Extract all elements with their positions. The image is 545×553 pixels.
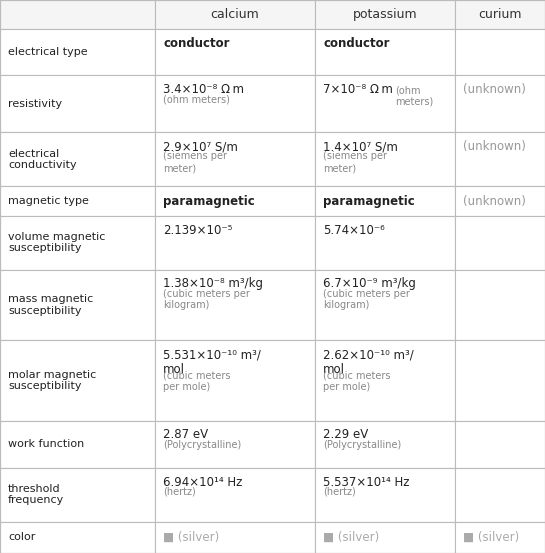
Bar (0, 468, 155, 521)
Bar (0, 216, 155, 270)
Text: 1.4×10⁷ S/m: 1.4×10⁷ S/m (323, 140, 398, 153)
Text: 6.7×10⁻⁹ m³/kg: 6.7×10⁻⁹ m³/kg (323, 278, 416, 290)
Text: 7×10⁻⁸ Ω m: 7×10⁻⁸ Ω m (323, 84, 393, 96)
Text: 5.537×10¹⁴ Hz: 5.537×10¹⁴ Hz (323, 476, 409, 488)
Bar (315, 521, 455, 553)
Text: (unknown): (unknown) (463, 140, 526, 153)
Text: 1.38×10⁻⁸ m³/kg: 1.38×10⁻⁸ m³/kg (163, 278, 263, 290)
Text: curium: curium (479, 8, 522, 21)
Text: electrical
conductivity: electrical conductivity (8, 149, 77, 170)
Bar (155, 132, 315, 186)
Text: (hertz): (hertz) (163, 487, 196, 497)
Text: (Polycrystalline): (Polycrystalline) (163, 440, 241, 450)
Text: (cubic meters
per mole): (cubic meters per mole) (163, 371, 231, 392)
Bar (315, 76, 455, 132)
Text: potassium: potassium (353, 8, 417, 21)
Text: (unknown): (unknown) (463, 195, 526, 207)
Bar (315, 421, 455, 468)
Text: mass magnetic
susceptibility: mass magnetic susceptibility (8, 294, 93, 316)
Bar (455, 270, 545, 340)
Text: 2.87 eV: 2.87 eV (163, 429, 208, 441)
Bar (155, 29, 315, 76)
Bar (0, 132, 155, 186)
Text: paramagnetic: paramagnetic (323, 195, 415, 207)
Bar (155, 521, 315, 553)
Text: (unknown): (unknown) (463, 84, 526, 96)
Text: ■ (silver): ■ (silver) (323, 531, 379, 544)
Bar (455, 0, 545, 29)
Bar (455, 340, 545, 421)
Bar (455, 421, 545, 468)
Bar (315, 186, 455, 216)
Text: 5.531×10⁻¹⁰ m³/
mol: 5.531×10⁻¹⁰ m³/ mol (163, 348, 261, 376)
Bar (155, 421, 315, 468)
Text: threshold
frequency: threshold frequency (8, 484, 64, 505)
Bar (155, 270, 315, 340)
Bar (0, 0, 155, 29)
Bar (0, 270, 155, 340)
Bar (455, 76, 545, 132)
Bar (0, 421, 155, 468)
Text: (cubic meters per
kilogram): (cubic meters per kilogram) (163, 289, 250, 310)
Text: paramagnetic: paramagnetic (163, 195, 255, 207)
Bar (455, 216, 545, 270)
Bar (315, 468, 455, 521)
Bar (315, 216, 455, 270)
Bar (155, 340, 315, 421)
Bar (455, 468, 545, 521)
Text: (siemens per
meter): (siemens per meter) (323, 152, 387, 173)
Bar (155, 186, 315, 216)
Bar (0, 521, 155, 553)
Bar (315, 0, 455, 29)
Bar (155, 468, 315, 521)
Text: resistivity: resistivity (8, 99, 62, 109)
Text: 2.9×10⁷ S/m: 2.9×10⁷ S/m (163, 140, 238, 153)
Text: 2.62×10⁻¹⁰ m³/
mol: 2.62×10⁻¹⁰ m³/ mol (323, 348, 414, 376)
Text: conductor: conductor (163, 37, 229, 50)
Text: volume magnetic
susceptibility: volume magnetic susceptibility (8, 232, 105, 253)
Text: work function: work function (8, 439, 84, 449)
Text: 2.139×10⁻⁵: 2.139×10⁻⁵ (163, 223, 232, 237)
Text: magnetic type: magnetic type (8, 196, 89, 206)
Text: (ohm meters): (ohm meters) (163, 95, 230, 105)
Text: (hertz): (hertz) (323, 487, 356, 497)
Bar (155, 0, 315, 29)
Bar (315, 132, 455, 186)
Bar (315, 340, 455, 421)
Bar (0, 76, 155, 132)
Text: 6.94×10¹⁴ Hz: 6.94×10¹⁴ Hz (163, 476, 243, 488)
Text: (siemens per
meter): (siemens per meter) (163, 152, 227, 173)
Text: conductor: conductor (323, 37, 390, 50)
Bar (315, 29, 455, 76)
Text: ■ (silver): ■ (silver) (463, 531, 519, 544)
Bar (0, 340, 155, 421)
Text: (ohm
meters): (ohm meters) (395, 85, 433, 107)
Text: (cubic meters
per mole): (cubic meters per mole) (323, 371, 391, 392)
Text: ■ (silver): ■ (silver) (163, 531, 219, 544)
Bar (455, 29, 545, 76)
Text: calcium: calcium (210, 8, 259, 21)
Text: (Polycrystalline): (Polycrystalline) (323, 440, 401, 450)
Text: 5.74×10⁻⁶: 5.74×10⁻⁶ (323, 223, 385, 237)
Bar (455, 186, 545, 216)
Bar (315, 270, 455, 340)
Text: 3.4×10⁻⁸ Ω m: 3.4×10⁻⁸ Ω m (163, 84, 244, 96)
Bar (155, 76, 315, 132)
Text: electrical type: electrical type (8, 48, 88, 58)
Text: molar magnetic
susceptibility: molar magnetic susceptibility (8, 369, 96, 391)
Bar (0, 29, 155, 76)
Bar (455, 521, 545, 553)
Bar (0, 186, 155, 216)
Bar (455, 132, 545, 186)
Bar (155, 216, 315, 270)
Text: (cubic meters per
kilogram): (cubic meters per kilogram) (323, 289, 410, 310)
Text: 2.29 eV: 2.29 eV (323, 429, 368, 441)
Text: color: color (8, 533, 35, 542)
